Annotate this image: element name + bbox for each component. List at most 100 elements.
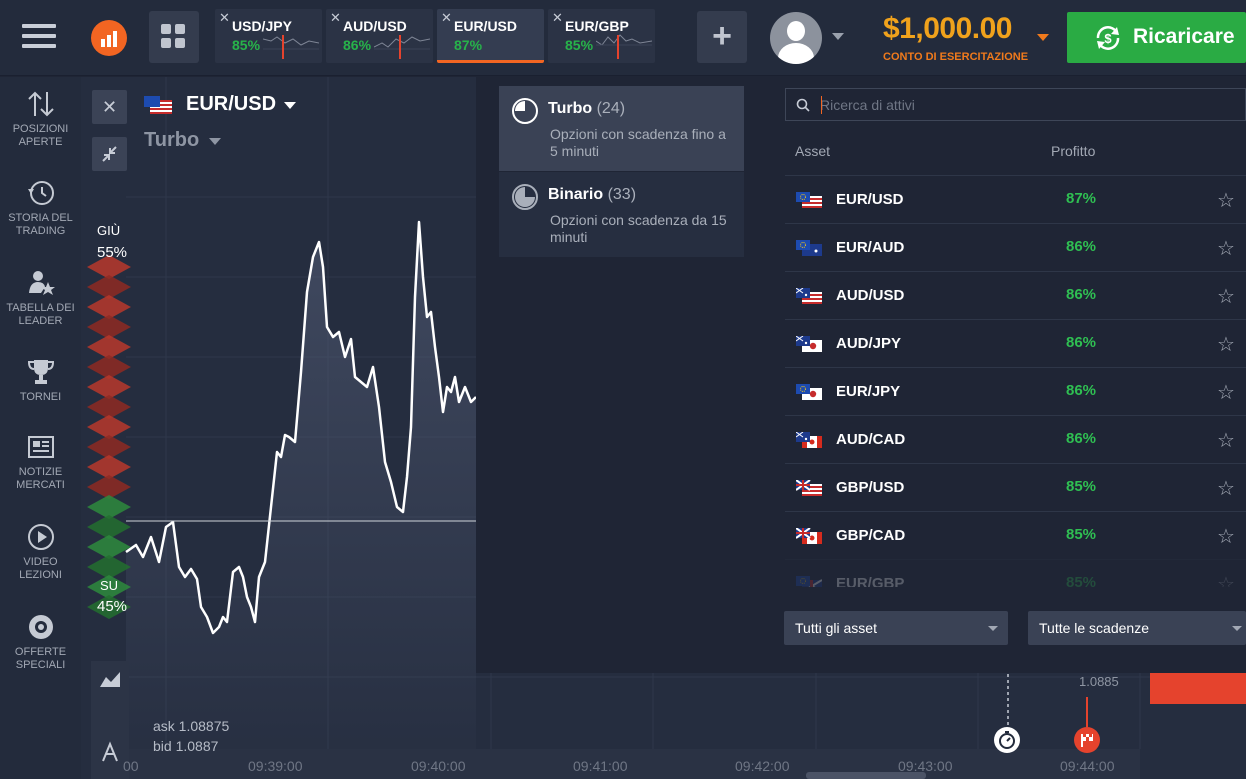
close-chart-button[interactable]: ✕ — [92, 90, 127, 124]
account-type-label[interactable]: CONTO DI ESERCITAZIONE — [883, 51, 1029, 63]
plus-icon: + — [712, 17, 732, 55]
tab-profit: 85% — [565, 37, 594, 53]
tab-pair: EUR/GBP — [565, 18, 629, 34]
favorite-star-icon[interactable]: ☆ — [1217, 430, 1235, 452]
expiry-filter-select[interactable]: Tutte le scadenze — [1028, 611, 1246, 645]
up-percent: 45% — [97, 598, 128, 615]
area-chart-icon[interactable] — [99, 669, 121, 689]
asset-pair: AUD/CAD — [836, 431, 906, 448]
price-area — [126, 222, 476, 749]
favorite-star-icon[interactable]: ☆ — [1217, 190, 1235, 212]
brand-logo[interactable] — [91, 20, 127, 56]
select-value: Tutte le scadenze — [1039, 620, 1149, 636]
asset-row[interactable]: AUD/CAD 86% ☆ — [785, 415, 1246, 463]
asset-tab-eurusd[interactable]: ✕ EUR/USD 87% — [437, 9, 544, 63]
favorite-star-icon[interactable]: ☆ — [1217, 286, 1235, 308]
price-line — [125, 220, 477, 635]
collapse-button[interactable] — [92, 137, 127, 171]
drawing-tool-icon[interactable] — [99, 741, 121, 763]
asset-row[interactable]: EUR/AUD 86% ☆ — [785, 223, 1246, 271]
chart-tools — [91, 661, 129, 779]
sidebar-item-trading-history[interactable]: STORIA DEL TRADING — [0, 179, 81, 238]
asset-pair: AUD/USD — [836, 287, 905, 304]
asset-list[interactable]: EUR/USD 87% ☆ EUR/AUD 86% ☆ AUD/USD 86% ☆ AUD/JPY… — [785, 175, 1246, 587]
favorite-star-icon[interactable]: ☆ — [1217, 382, 1235, 404]
favorite-star-icon[interactable]: ☆ — [1217, 334, 1235, 356]
asset-tab-eurgbp[interactable]: ✕ EUR/GBP 85% — [548, 9, 655, 63]
chevron-down-icon[interactable] — [284, 102, 296, 109]
asset-profit: 86% — [1066, 286, 1097, 303]
play-icon — [27, 524, 54, 550]
favorite-star-icon[interactable]: ☆ — [1217, 238, 1235, 260]
asset-search-input[interactable] — [820, 95, 1220, 115]
asset-filter-select[interactable]: Tutti gli asset — [784, 611, 1008, 645]
asset-tab-usdjpy[interactable]: ✕ USD/JPY 85% — [215, 9, 322, 63]
category-binary[interactable]: Binario (33) Opzioni con scadenza da 15 … — [499, 172, 744, 257]
asset-profit: 86% — [1066, 430, 1097, 447]
tab-pair: EUR/USD — [454, 18, 518, 34]
chevron-down-icon[interactable] — [832, 33, 844, 40]
asset-pair: EUR/AUD — [836, 239, 905, 256]
ask-price: ask 1.08875 — [153, 718, 230, 734]
tab-pair: USD/JPY — [232, 18, 292, 34]
asset-row[interactable]: EUR/JPY 86% ☆ — [785, 367, 1246, 415]
asset-row[interactable]: GBP/USD 85% ☆ — [785, 463, 1246, 511]
sentiment-indicator — [87, 255, 131, 619]
sidebar-label: STORIA DEL — [8, 212, 73, 224]
column-header-profit[interactable]: Profitto — [1051, 143, 1096, 159]
sidebar-item-tournaments[interactable]: TORNEI — [0, 358, 81, 404]
category-turbo[interactable]: Turbo (24) Opzioni con scadenza fino a 5… — [499, 86, 744, 171]
turbo-clock-icon — [512, 98, 538, 124]
price-chart-canvas — [87, 77, 1246, 779]
recharge-button[interactable]: $ Ricaricare — [1067, 12, 1246, 63]
sidebar-item-special-offers[interactable]: OFFERTE SPECIALI — [0, 613, 81, 672]
close-tab-icon[interactable]: ✕ — [552, 10, 563, 25]
svg-text:$: $ — [1104, 31, 1112, 46]
left-sidebar: POSIZIONI APERTE STORIA DEL TRADING TABE… — [0, 77, 81, 779]
user-avatar[interactable] — [770, 12, 822, 64]
chart-scrollbar[interactable] — [806, 772, 926, 779]
sidebar-item-leaderboard[interactable]: TABELLA DEI LEADER — [0, 269, 81, 328]
asset-profit: 85% — [1066, 526, 1097, 543]
sidebar-item-market-news[interactable]: NOTIZIE MERCATI — [0, 433, 81, 492]
sell-button[interactable] — [1150, 668, 1246, 704]
balance-amount[interactable]: $1,000.00 — [883, 12, 1012, 45]
all-assets-grid-button[interactable] — [149, 11, 199, 63]
tab-profit: 87% — [454, 37, 483, 53]
sidebar-item-video-lessons[interactable]: VIDEO LEZIONI — [0, 523, 81, 582]
asset-search-box[interactable] — [785, 88, 1246, 121]
sidebar-item-open-positions[interactable]: POSIZIONI APERTE — [0, 90, 81, 149]
history-icon — [27, 181, 54, 205]
close-tab-icon[interactable]: ✕ — [219, 10, 230, 25]
asset-row[interactable]: EUR/GBP 85% ☆ — [785, 559, 1246, 587]
asset-row[interactable]: AUD/USD 86% ☆ — [785, 271, 1246, 319]
menu-icon[interactable] — [22, 24, 56, 52]
add-tab-button[interactable]: + — [697, 11, 747, 63]
search-icon — [796, 98, 810, 112]
favorite-star-icon[interactable]: ☆ — [1217, 478, 1235, 500]
asset-profit: 87% — [1066, 190, 1097, 207]
close-tab-icon[interactable]: ✕ — [330, 10, 341, 25]
asset-row[interactable]: EUR/USD 87% ☆ — [785, 175, 1246, 223]
currency-flags-icon — [796, 576, 822, 587]
asset-row[interactable]: GBP/CAD 85% ☆ — [785, 511, 1246, 559]
finish-flag-icon[interactable] — [1074, 727, 1100, 753]
stopwatch-icon[interactable] — [994, 727, 1020, 753]
chevron-down-icon[interactable] — [1037, 34, 1049, 41]
sidebar-label: POSIZIONI — [12, 123, 69, 135]
news-icon — [27, 436, 54, 458]
currency-flags-icon — [796, 240, 822, 256]
close-tab-icon[interactable]: ✕ — [441, 10, 452, 25]
favorite-star-icon[interactable]: ☆ — [1217, 574, 1235, 587]
favorite-star-icon[interactable]: ☆ — [1217, 526, 1235, 548]
asset-profit: 86% — [1066, 334, 1097, 351]
currency-flags-icon — [796, 288, 822, 304]
chevron-down-icon[interactable] — [209, 138, 221, 145]
chart-mode-title[interactable]: Turbo — [144, 129, 200, 151]
mini-chart-icon — [263, 35, 319, 59]
asset-row[interactable]: AUD/JPY 86% ☆ — [785, 319, 1246, 367]
asset-tab-audusd[interactable]: ✕ AUD/USD 86% — [326, 9, 433, 63]
column-header-asset[interactable]: Asset — [795, 143, 831, 159]
up-label: SU — [100, 578, 119, 593]
chart-asset-title[interactable]: EUR/USD — [186, 93, 277, 115]
